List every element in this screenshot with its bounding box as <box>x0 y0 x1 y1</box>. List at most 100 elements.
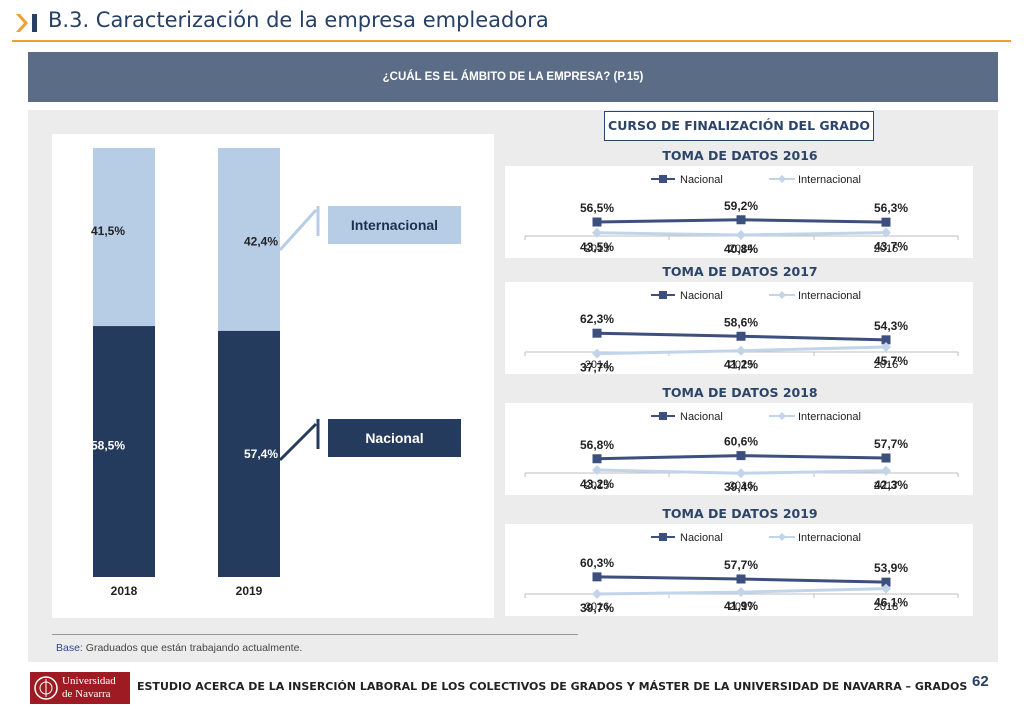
bar-label-nacional-2019: 57,4% <box>244 447 278 461</box>
legend-marker-internacional <box>778 175 786 183</box>
x-tick-label-2014: 2014 <box>729 243 753 255</box>
point-nacional-2016 <box>881 335 891 345</box>
legend-marker-internacional <box>778 291 786 299</box>
x-tick-label-2017: 2017 <box>874 480 898 492</box>
point-internacional-2018 <box>881 583 891 594</box>
point-nacional-2015 <box>592 454 602 464</box>
legend-text-internacional: Internacional <box>798 174 861 186</box>
point-internacional-2013 <box>592 227 602 238</box>
data-label-nacional-2015: 56,8% <box>580 438 614 452</box>
data-label-internacional-2014: 40,8% <box>724 242 758 256</box>
data-label-internacional-2015: 41,2% <box>724 358 758 372</box>
point-internacional-2015 <box>592 465 602 476</box>
data-label-internacional-2018: 46,1% <box>874 596 908 610</box>
point-internacional-2017 <box>881 465 891 476</box>
legend-marker-nacional <box>659 291 667 299</box>
university-seal-icon <box>34 676 58 700</box>
data-label-nacional-2015: 56,3% <box>874 201 908 215</box>
bar-label-internacional-2018: 41,5% <box>91 224 125 238</box>
point-nacional-2017 <box>881 453 891 463</box>
legend-internacional: Internacional <box>328 206 461 244</box>
point-nacional-2013 <box>592 217 602 227</box>
data-label-internacional-2017: 42,3% <box>874 478 908 492</box>
bar-label-internacional-2019: 42,4% <box>244 234 278 248</box>
x-tick-label-2015: 2015 <box>585 480 609 492</box>
data-label-nacional-2017: 57,7% <box>724 558 758 572</box>
x-tick-label-2016: 2016 <box>729 480 753 492</box>
x-tick-label-2016: 2016 <box>874 359 898 371</box>
data-label-nacional-2016: 60,6% <box>724 435 758 449</box>
data-label-internacional-2016: 39,7% <box>580 601 614 615</box>
line-chart-title-2016: TOMA DE DATOS 2016 <box>662 148 818 163</box>
legend-marker-nacional <box>659 533 667 541</box>
point-nacional-2017 <box>736 574 746 584</box>
line-chart-title-2018: TOMA DE DATOS 2018 <box>662 385 818 400</box>
data-label-nacional-2016: 54,3% <box>874 319 908 333</box>
point-internacional-2016 <box>881 341 891 352</box>
question-banner: ¿CUÁL ES EL ÁMBITO DE LA EMPRESA? (P.15) <box>28 52 998 102</box>
x-tick-label-2013: 2013 <box>585 243 609 255</box>
logo-line-2: de Navarra <box>62 688 111 700</box>
point-nacional-2014 <box>592 328 602 338</box>
line-chart-2016: Nacional Internacional 2013 2014 2015 56,5% 59… <box>505 166 973 258</box>
point-internacional-2015 <box>881 227 891 238</box>
line-chart-2018: Nacional Internacional 2015 2016 2017 56,8% 60… <box>505 403 973 495</box>
data-label-internacional-2015: 43,7% <box>874 240 908 254</box>
data-label-nacional-2014: 59,2% <box>724 199 758 213</box>
line-chart-2017: Nacional Internacional 2014 2015 2016 62,3% 58… <box>505 282 973 374</box>
point-internacional-2014 <box>736 230 746 241</box>
legend-connectors <box>278 206 320 462</box>
base-note: Base: Graduados que están trabajando act… <box>56 642 302 654</box>
legend-text-nacional: Nacional <box>680 532 723 544</box>
point-nacional-2016 <box>592 572 602 582</box>
bar-internacional-2018 <box>93 148 155 327</box>
legend-marker-internacional <box>778 412 786 420</box>
x-tick-label-2015: 2015 <box>874 243 898 255</box>
data-label-internacional-2016: 39,4% <box>724 480 758 494</box>
data-label-nacional-2016: 60,3% <box>580 556 614 570</box>
data-label-internacional-2013: 43,5% <box>580 240 614 254</box>
line-chart-2019: Nacional Internacional 2016 2017 2018 60,3% 57… <box>505 524 973 616</box>
data-label-nacional-2017: 57,7% <box>874 437 908 451</box>
point-internacional-2016 <box>592 588 602 599</box>
legend-nacional: Nacional <box>328 419 461 457</box>
legend-text-internacional: Internacional <box>798 532 861 544</box>
legend-marker-internacional <box>778 533 786 541</box>
point-nacional-2016 <box>736 451 746 461</box>
legend-text-nacional: Nacional <box>680 290 723 302</box>
data-label-internacional-2016: 45,7% <box>874 354 908 368</box>
point-internacional-2015 <box>736 345 746 356</box>
line-chart-title-2019: TOMA DE DATOS 2019 <box>662 506 818 521</box>
bar-nacional-2018 <box>93 326 155 577</box>
data-label-internacional-2014: 37,7% <box>580 361 614 374</box>
legend-text-nacional: Nacional <box>680 174 723 186</box>
legend-text-internacional: Internacional <box>798 290 861 302</box>
bar-nacional-2019 <box>218 330 280 577</box>
point-nacional-2015 <box>881 217 891 227</box>
point-internacional-2016 <box>736 468 746 479</box>
chevron-logo-icon <box>16 14 37 32</box>
point-internacional-2017 <box>736 587 746 598</box>
x-tick-label-2015: 2015 <box>729 359 753 371</box>
bar-label-nacional-2018: 58,5% <box>91 439 125 453</box>
logo-line-1: Universidad <box>62 675 116 687</box>
data-label-internacional-2017: 41,9% <box>724 599 758 613</box>
university-logo: Universidad de Navarra <box>30 672 130 704</box>
line-chart-title-2017: TOMA DE DATOS 2017 <box>662 264 818 279</box>
data-label-nacional-2014: 62,3% <box>580 312 614 326</box>
study-title: ESTUDIO ACERCA DE LA INSERCIÓN LABORAL D… <box>137 680 968 693</box>
legend-text-nacional: Nacional <box>680 411 723 423</box>
x-tick-label-2018: 2018 <box>874 601 898 613</box>
point-nacional-2015 <box>736 331 746 341</box>
x-tick-label-2016: 2016 <box>585 601 609 613</box>
page-number: 62 <box>972 673 989 690</box>
point-nacional-2014 <box>736 215 746 225</box>
point-internacional-2014 <box>592 348 602 359</box>
title-divider <box>12 40 1011 42</box>
legend-marker-nacional <box>659 175 667 183</box>
legend-text-internacional: Internacional <box>798 411 861 423</box>
x-tick-label-2014: 2014 <box>585 359 609 371</box>
curso-label-box: CURSO DE FINALIZACIÓN DEL GRADO <box>604 111 874 141</box>
data-label-nacional-2015: 58,6% <box>724 315 758 329</box>
bar-category-2018: 2018 <box>111 584 138 598</box>
